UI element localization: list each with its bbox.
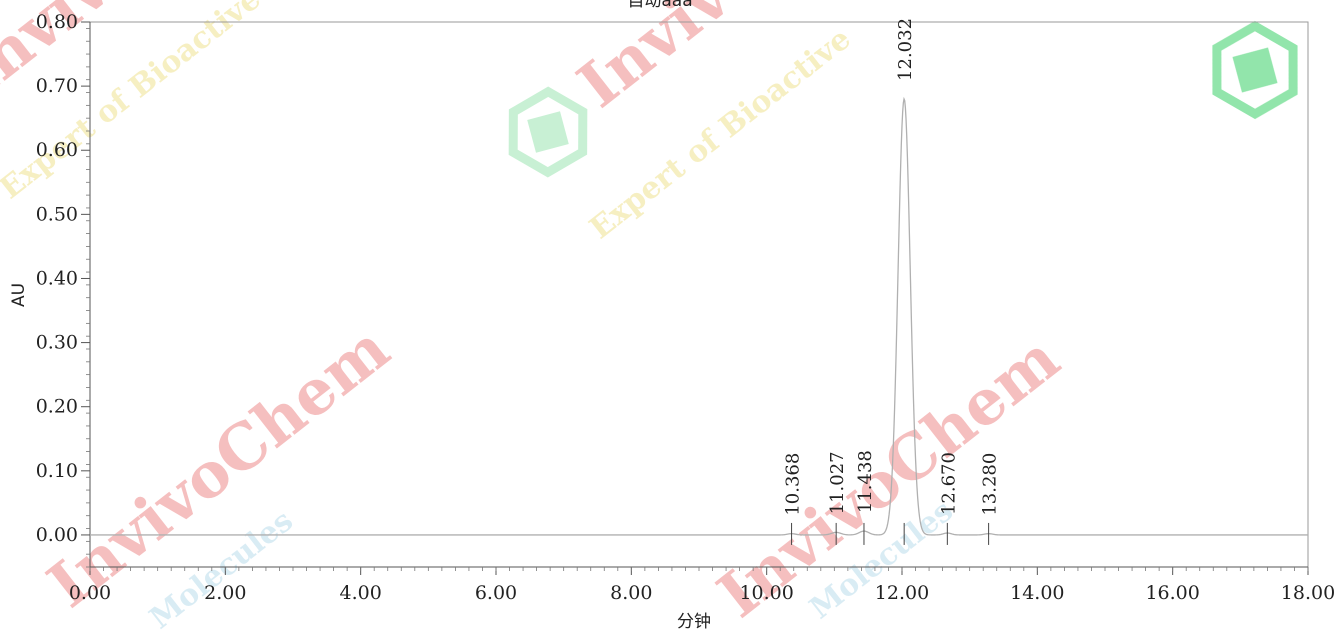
y-tick-label: 0.60 [36, 139, 78, 161]
chromatogram-line [90, 96, 1308, 536]
y-tick-label: 0.70 [36, 75, 78, 97]
peak-rt-label: 13.280 [980, 453, 1001, 516]
peak-rt-label: 12.032 [895, 18, 916, 81]
x-tick-label: 8.00 [610, 582, 652, 604]
y-tick-label: 0.40 [36, 267, 78, 289]
peak-rt-label: 12.670 [938, 452, 959, 515]
x-tick-label: 10.00 [739, 582, 793, 604]
y-tick-label: 0.10 [36, 460, 78, 482]
x-axis: 0.00 2.00 4.00 6.00 8.00 10.00 12.00 14.00 16.00… [69, 566, 1335, 604]
x-tick-label: 12.00 [875, 582, 929, 604]
y-axis: 0.00 0.10 0.20 0.30 0.40 0.50 0.60 0.70 0.80 [36, 11, 91, 568]
invivochem-watermark-logo [1212, 20, 1298, 120]
x-tick-label: 4.00 [340, 582, 382, 604]
y-tick-label: 0.00 [36, 524, 78, 546]
peak-rt-label: 11.027 [827, 451, 848, 514]
plot-area-frame [89, 21, 1309, 568]
peak-markers: 10.368 11.027 11.438 12.032 12.670 13.280 [783, 18, 1001, 545]
invivochem-watermark-logo [508, 86, 588, 178]
chart-title: 自动aaa [627, 0, 692, 11]
peak-rt-label: 10.368 [783, 453, 804, 516]
x-tick-label: 18.00 [1281, 582, 1335, 604]
x-tick-label: 2.00 [204, 582, 246, 604]
y-tick-label: 0.80 [36, 11, 78, 33]
y-tick-label: 0.30 [36, 332, 78, 354]
x-axis-label: 分钟 [677, 612, 711, 630]
chromatogram-series [90, 96, 1308, 536]
x-tick-label: 6.00 [475, 582, 517, 604]
peak-rt-label: 11.438 [855, 450, 876, 513]
y-tick-label: 0.50 [36, 203, 78, 225]
x-tick-label: 16.00 [1145, 582, 1199, 604]
x-tick-label: 14.00 [1010, 582, 1064, 604]
y-tick-label: 0.20 [36, 396, 78, 418]
y-axis-label: AU [9, 283, 29, 307]
x-tick-label: 0.00 [69, 582, 111, 604]
